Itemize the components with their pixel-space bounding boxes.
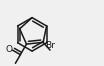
Text: Br: Br bbox=[45, 41, 55, 50]
Text: O: O bbox=[6, 45, 13, 54]
